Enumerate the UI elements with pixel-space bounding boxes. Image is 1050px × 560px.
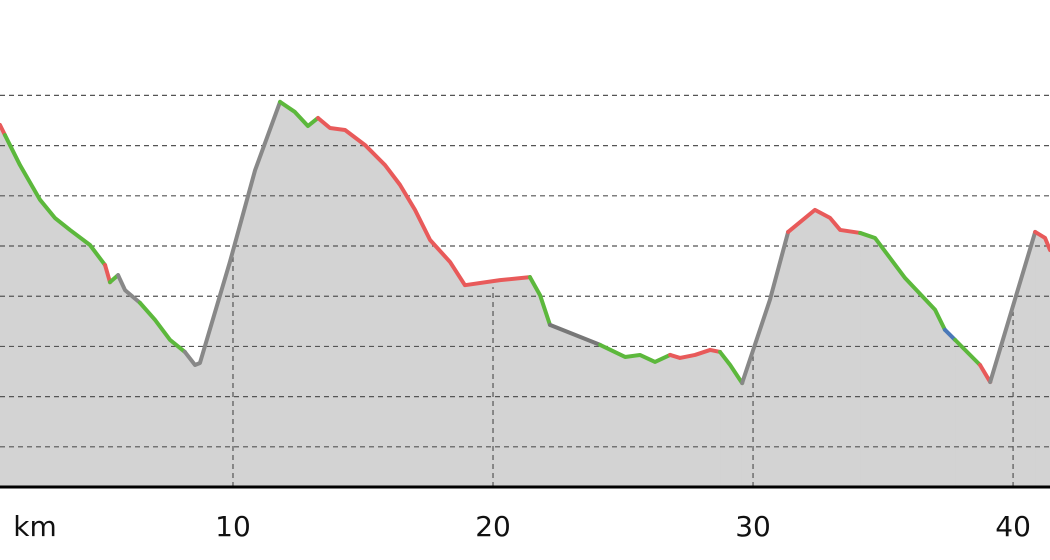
profile-area: [719, 350, 743, 488]
profile-area: [787, 209, 861, 488]
profile-area: [944, 328, 956, 488]
profile-line: [116, 273, 142, 305]
profile-line: [527, 275, 552, 327]
profile-line: [942, 327, 958, 342]
profile-line: [103, 263, 112, 285]
profile-area: [104, 264, 111, 488]
profile-area: [279, 100, 319, 488]
profile-area: [109, 274, 119, 488]
x-tick-label: 10: [215, 510, 251, 543]
profile-line: [988, 229, 1038, 385]
profile-line: [598, 342, 673, 364]
profile-line: [668, 347, 723, 360]
profile-line: [786, 207, 863, 235]
profile-line: [137, 300, 187, 354]
profile-line: [718, 349, 745, 386]
x-tick-label: 40: [995, 510, 1031, 543]
profile-area: [859, 232, 946, 488]
profile-area: [1034, 231, 1050, 488]
profile-area: [549, 324, 601, 488]
profile-line: [978, 362, 993, 385]
profile-line: [278, 99, 321, 129]
x-tick-label: 20: [475, 510, 511, 543]
profile-area: [317, 116, 531, 488]
profile-area: [4, 134, 106, 488]
profile-area: [117, 274, 141, 488]
profile-line: [740, 229, 791, 386]
profile-area: [669, 349, 721, 488]
x-tick-label: 30: [735, 510, 771, 543]
profile-area: [0, 124, 6, 488]
profile-line: [953, 337, 983, 367]
profile-line: [2, 133, 108, 268]
profile-line: [316, 115, 532, 288]
profile-line: [547, 322, 603, 347]
profile-line: [182, 99, 283, 367]
profile-area: [529, 275, 551, 488]
profile-area: [599, 344, 671, 488]
x-axis-label: km: [13, 510, 57, 543]
profile-line: [1033, 229, 1050, 253]
profile-line: [858, 230, 947, 332]
